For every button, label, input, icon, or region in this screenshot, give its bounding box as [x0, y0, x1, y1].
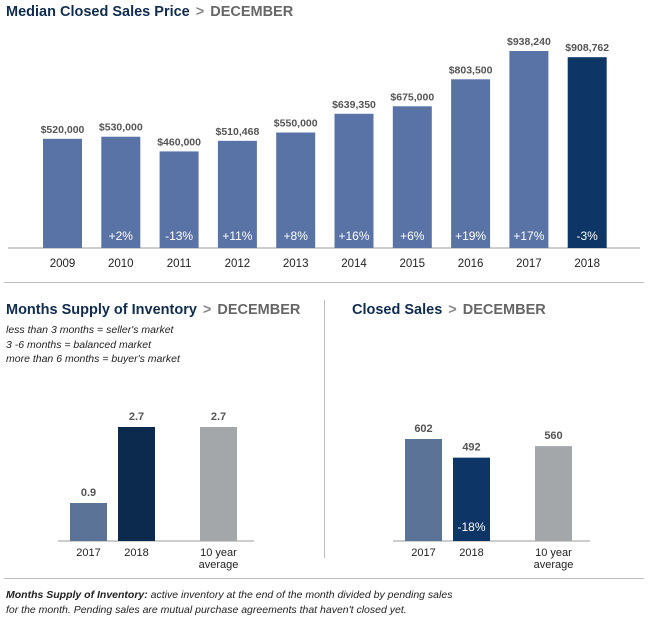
title-separator: > [202, 302, 212, 318]
x-tick-2: 10 year [200, 547, 237, 559]
bar-2015 [392, 106, 432, 248]
title-separator: > [448, 302, 457, 318]
value-label-2018: $908,762 [565, 42, 609, 54]
market-legend-balanced: 3 -6 months = balanced market [6, 338, 152, 351]
bar-1 [118, 427, 155, 541]
x-tick-1: 2018 [124, 547, 148, 559]
market-legend-buyer: more than 6 months = buyer's market [6, 353, 180, 365]
x-tick-2018: 2018 [574, 258, 600, 270]
closed-sales-month: DECEMBER [462, 302, 546, 318]
x-tick-2010: 2010 [108, 258, 134, 270]
value-label-2010: $530,000 [99, 122, 143, 134]
change-label-2015: +6% [400, 229, 425, 243]
bar-2016 [451, 79, 491, 248]
median-price-title: Median Closed Sales Price > DECEMBER [6, 4, 293, 20]
value-label-2009: $520,000 [41, 124, 85, 136]
footnote-label: Months Supply of Inventory: [6, 589, 148, 601]
x-tick-2014: 2014 [341, 258, 367, 270]
change-label-1: -18% [457, 520, 485, 534]
footnote-line-1: Months Supply of Inventory: active inven… [6, 588, 452, 603]
bar-0 [405, 439, 442, 541]
months-supply-title-text: Months Supply of Inventory [6, 302, 197, 318]
bar-2 [200, 427, 237, 541]
x-tick-2011: 2011 [167, 258, 192, 270]
value-label-2014: $639,350 [332, 99, 376, 111]
bar-0 [70, 503, 107, 541]
x-tick-0: 2017 [76, 547, 100, 559]
median-price-chart: $520,000 2009 $530,000 +2% 2010 $460,000 -13% 2… [8, 36, 640, 270]
closed-sales-title-text: Closed Sales [352, 302, 443, 318]
value-label-1: 2.7 [129, 411, 144, 423]
closed-sales-title: Closed Sales > DECEMBER [352, 302, 546, 318]
x-tick-2016: 2016 [458, 258, 484, 270]
bar-1 [453, 457, 490, 541]
x-tick-0: 2017 [411, 547, 435, 559]
divider-bottom [4, 578, 644, 579]
value-label-2011: $460,000 [157, 136, 201, 148]
value-label-2: 2.7 [211, 411, 226, 423]
divider-vertical [324, 300, 325, 558]
bar-2012 [217, 140, 257, 248]
bar-2017 [509, 51, 549, 248]
market-legend: less than 3 months = seller's market 3 -… [6, 323, 180, 367]
value-label-0: 0.9 [81, 487, 96, 499]
bar-2014 [334, 113, 374, 248]
value-label-2015: $675,000 [390, 91, 434, 103]
x-tick-2009: 2009 [50, 258, 76, 270]
change-label-2013: +8% [284, 229, 309, 243]
value-label-2013: $550,000 [274, 118, 318, 130]
median-price-title-text: Median Closed Sales Price [6, 4, 190, 20]
x-tick-1: 2018 [459, 547, 483, 559]
footnote: Months Supply of Inventory: active inven… [6, 588, 452, 618]
divider-top [4, 282, 644, 283]
market-legend-seller: less than 3 months = seller's market [6, 324, 174, 336]
x-tick-sub-2: average [534, 559, 574, 571]
value-label-2016: $803,500 [449, 64, 493, 76]
change-label-2016: +19% [455, 229, 486, 243]
change-label-2012: +11% [222, 229, 252, 243]
title-separator: > [195, 4, 205, 20]
bar-2018 [567, 57, 607, 249]
x-tick-2015: 2015 [400, 258, 426, 270]
value-label-2012: $510,468 [216, 126, 260, 138]
months-supply-title: Months Supply of Inventory > DECEMBER [6, 302, 300, 318]
bar-2009 [43, 138, 82, 248]
change-label-2010: +2% [109, 229, 134, 243]
footnote-text-1: active inventory at the end of the month… [147, 589, 453, 601]
bar-2010 [101, 136, 141, 248]
change-label-2017: +17% [513, 229, 544, 243]
bar-2 [535, 446, 572, 541]
value-label-0: 602 [414, 423, 432, 435]
x-tick-2013: 2013 [283, 258, 309, 270]
value-label-2: 560 [544, 430, 562, 442]
median-price-month: DECEMBER [210, 4, 294, 20]
change-label-2014: +16% [338, 229, 369, 243]
change-label-2018: -3% [577, 229, 599, 243]
x-tick-2: 10 year [535, 547, 572, 559]
bar-2011 [159, 151, 199, 248]
footnote-text-2: for the month. Pending sales are mutual … [6, 604, 407, 616]
x-tick-2017: 2017 [516, 258, 542, 270]
x-tick-sub-2: average [199, 559, 239, 571]
change-label-2011: -13% [165, 229, 193, 243]
months-supply-month: DECEMBER [217, 302, 301, 318]
x-tick-2012: 2012 [225, 258, 251, 270]
value-label-1: 492 [462, 442, 480, 454]
value-label-2017: $938,240 [507, 36, 551, 48]
bar-2013 [276, 132, 316, 248]
